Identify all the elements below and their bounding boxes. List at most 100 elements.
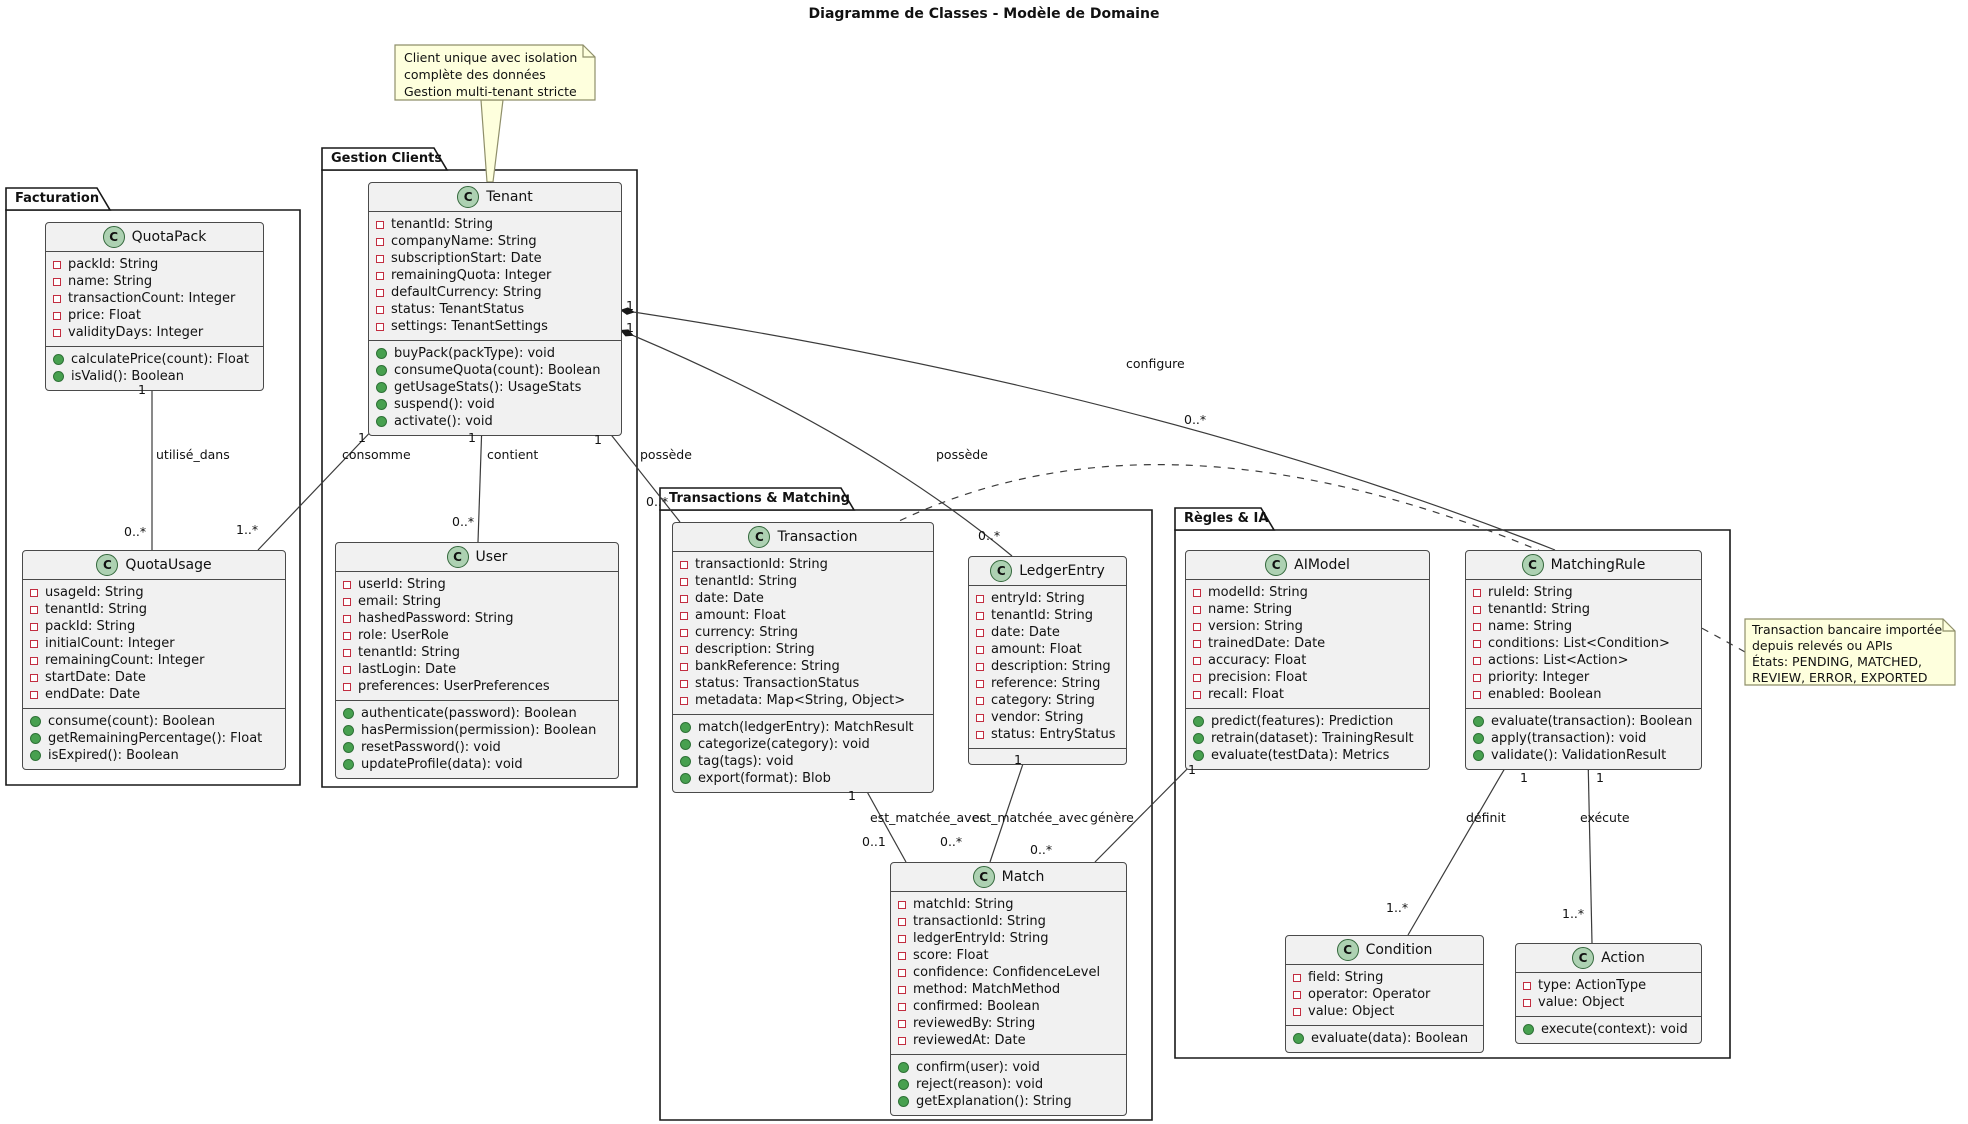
private-field-icon <box>53 328 61 337</box>
class-header: C Tenant <box>369 183 621 212</box>
field-row: description: String <box>680 641 926 658</box>
field-row: ruleId: String <box>1473 584 1694 601</box>
field-row: reviewedBy: String <box>898 1015 1119 1032</box>
field-text: priority: Integer <box>1488 670 1590 685</box>
field-text: tenantId: String <box>391 217 494 232</box>
private-field-icon <box>30 673 38 682</box>
method-text: authenticate(password): Boolean <box>361 706 577 721</box>
note-line: États: PENDING, MATCHED, <box>1752 654 1923 669</box>
edge-matchingrule-condition <box>1407 755 1513 936</box>
field-text: reviewedAt: Date <box>913 1033 1026 1048</box>
class-stereotype-icon: C <box>1572 947 1595 969</box>
private-field-icon <box>376 322 384 331</box>
edge-label: consomme <box>342 447 411 462</box>
field-text: transactionCount: Integer <box>68 291 236 306</box>
private-field-icon <box>680 662 688 671</box>
class-stereotype-icon: C <box>1336 939 1359 961</box>
field-row: priority: Integer <box>1473 669 1694 686</box>
note-tenant: Client unique avec isolation complète de… <box>404 49 577 100</box>
public-method-icon <box>680 722 691 733</box>
note-line: REVIEW, ERROR, EXPORTED <box>1752 670 1928 685</box>
multiplicity-label: 1 <box>626 320 634 335</box>
field-row: precision: Float <box>1193 669 1422 686</box>
class-name: Tenant <box>486 189 533 205</box>
private-field-icon <box>1293 1007 1301 1016</box>
method-text: suspend(): void <box>394 397 495 412</box>
field-text: price: Float <box>68 308 141 323</box>
private-field-icon <box>1473 622 1481 631</box>
private-field-icon <box>1193 656 1201 665</box>
class-matchingrule: C MatchingRule ruleId: String tenantId: S… <box>1465 550 1702 770</box>
field-text: tenantId: String <box>991 608 1094 623</box>
class-name: Condition <box>1365 942 1433 958</box>
note-transaction-shape <box>1744 618 1956 686</box>
private-field-icon <box>898 1019 906 1028</box>
method-row: getUsageStats(): UsageStats <box>376 379 614 396</box>
public-method-icon <box>1193 716 1204 727</box>
field-row: defaultCurrency: String <box>376 284 614 301</box>
method-row: retrain(dataset): TrainingResult <box>1193 730 1422 747</box>
method-text: evaluate(transaction): Boolean <box>1491 714 1693 729</box>
private-field-icon <box>680 645 688 654</box>
field-text: remainingQuota: Integer <box>391 268 552 283</box>
class-name: LedgerEntry <box>1019 563 1105 579</box>
field-row: tenantId: String <box>1473 601 1694 618</box>
method-row: activate(): void <box>376 413 614 430</box>
field-row: lastLogin: Date <box>343 661 611 678</box>
class-quotausage: C QuotaUsage usageId: String tenantId: St… <box>22 550 286 770</box>
field-text: score: Float <box>913 948 989 963</box>
class-match: C Match matchId: String transactionId: St… <box>890 862 1127 1116</box>
field-row: vendor: String <box>976 709 1119 726</box>
field-row: packId: String <box>53 256 256 273</box>
public-method-icon <box>898 1096 909 1107</box>
class-condition: C Condition field: String operator: Opera… <box>1285 935 1484 1053</box>
note-tenant-fold <box>582 45 595 58</box>
private-field-icon <box>53 311 61 320</box>
private-field-icon <box>1193 605 1201 614</box>
class-ledgerentry: C LedgerEntry entryId: String tenantId: S… <box>968 556 1127 765</box>
method-text: reject(reason): void <box>916 1077 1044 1092</box>
field-row: confirmed: Boolean <box>898 998 1119 1015</box>
multiplicity-label: 0..* <box>452 514 475 529</box>
multiplicity-label: 1 <box>1014 752 1022 767</box>
field-text: preferences: UserPreferences <box>358 679 550 694</box>
field-row: field: String <box>1293 969 1476 986</box>
class-header: C QuotaPack <box>46 223 263 252</box>
public-method-icon <box>680 756 691 767</box>
private-field-icon <box>898 934 906 943</box>
field-row: recall: Float <box>1193 686 1422 703</box>
method-row: updateProfile(data): void <box>343 756 611 773</box>
field-text: remainingCount: Integer <box>45 653 205 668</box>
field-text: defaultCurrency: String <box>391 285 542 300</box>
class-user: C User userId: String email: String hashed… <box>335 542 619 779</box>
class-header: C Condition <box>1286 936 1483 965</box>
method-row: getExplanation(): String <box>898 1093 1119 1110</box>
package-gestion-clients-tab <box>321 147 449 171</box>
field-text: packId: String <box>68 257 159 272</box>
private-field-icon <box>343 580 351 589</box>
field-text: amount: Float <box>695 608 786 623</box>
field-text: companyName: String <box>391 234 537 249</box>
private-field-icon <box>53 260 61 269</box>
public-method-icon <box>1473 750 1484 761</box>
private-field-icon <box>343 614 351 623</box>
field-text: enabled: Boolean <box>1488 687 1602 702</box>
private-field-icon <box>1193 690 1201 699</box>
field-row: role: UserRole <box>343 627 611 644</box>
method-row: execute(context): void <box>1523 1021 1694 1038</box>
note-transaction-fold <box>1942 619 1955 632</box>
class-stereotype-icon: C <box>972 866 995 888</box>
method-row: tag(tags): void <box>680 753 926 770</box>
class-header: C Action <box>1516 944 1701 973</box>
package-transactions-matching-tab <box>659 487 856 511</box>
field-text: value: Object <box>1538 995 1625 1010</box>
private-field-icon <box>376 305 384 314</box>
field-row: companyName: String <box>376 233 614 250</box>
field-row: method: MatchMethod <box>898 981 1119 998</box>
multiplicity-label: 1 <box>138 382 146 397</box>
class-header: C MatchingRule <box>1466 551 1701 580</box>
field-row: amount: Float <box>976 641 1119 658</box>
private-field-icon <box>1193 588 1201 597</box>
field-row: subscriptionStart: Date <box>376 250 614 267</box>
class-header: C User <box>336 543 618 572</box>
